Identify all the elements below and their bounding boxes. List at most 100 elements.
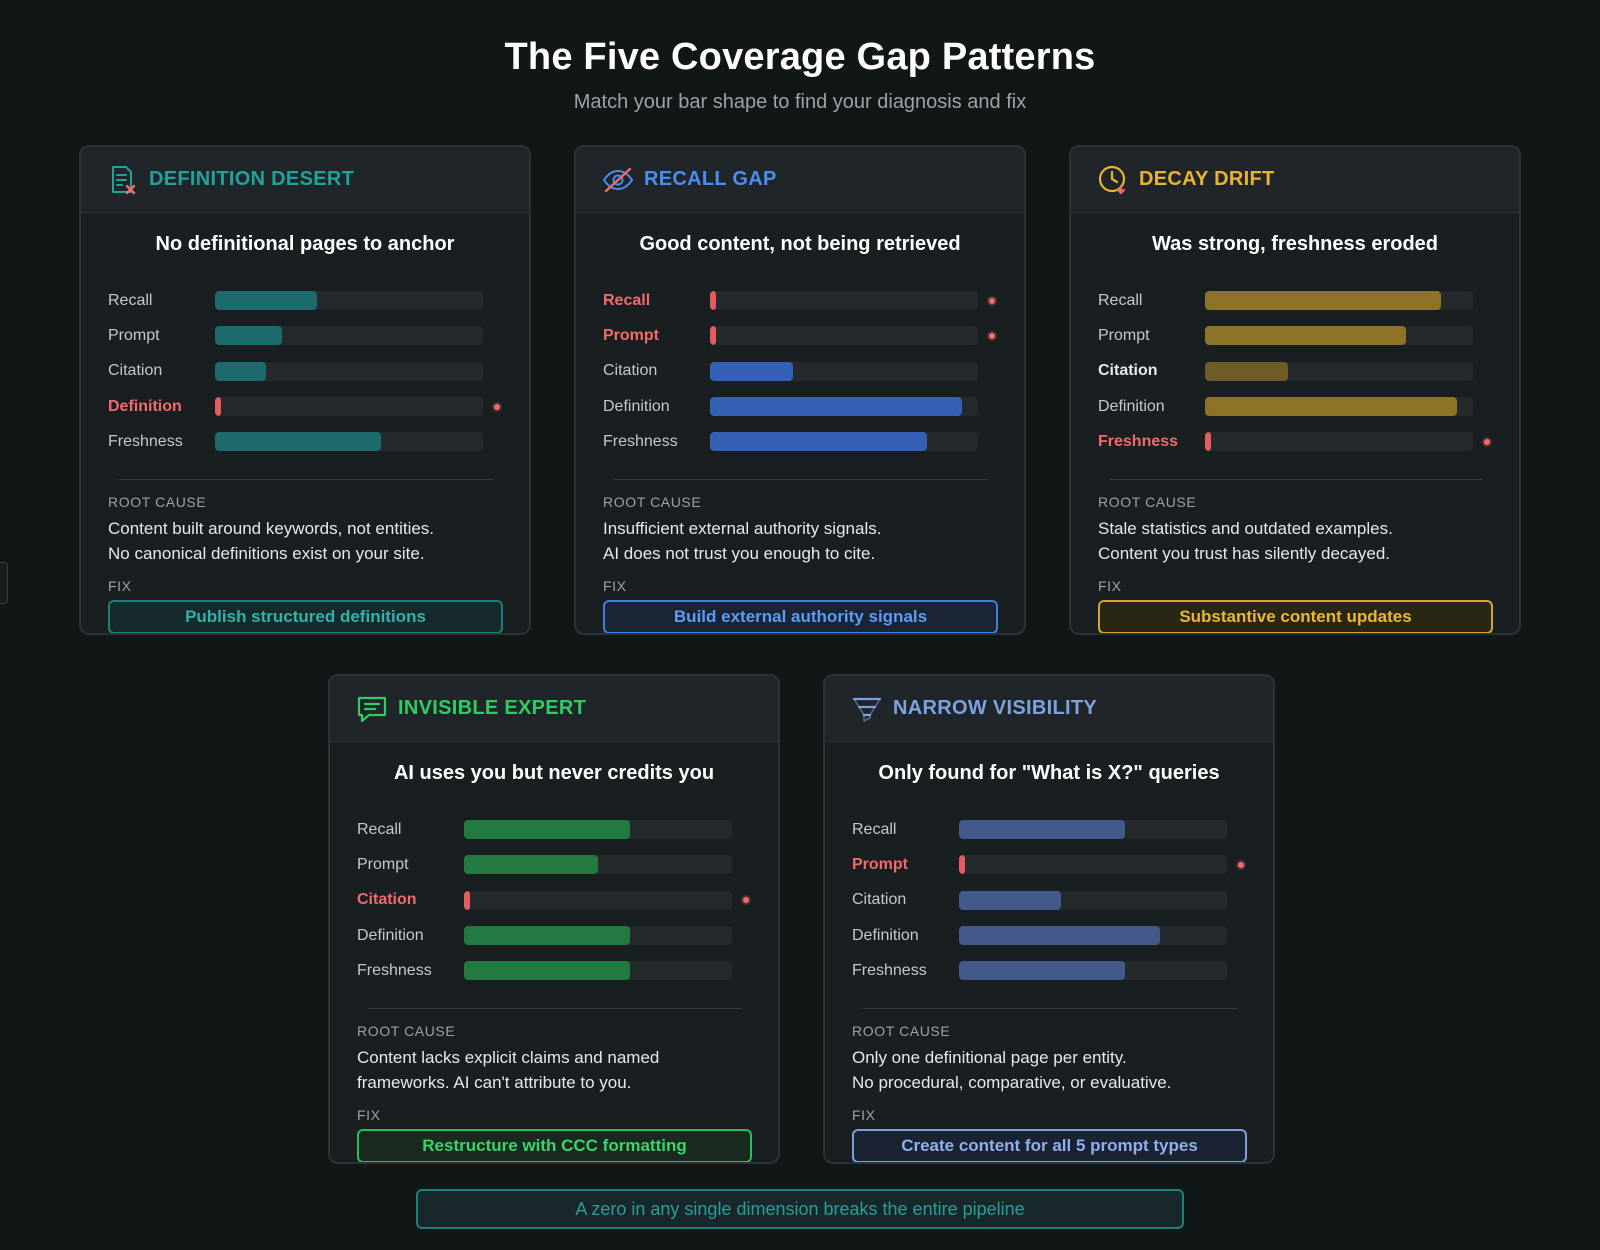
bar-fill (959, 855, 965, 875)
root-cause-line: Content you trust has silently decayed. (1098, 544, 1390, 564)
bar-fill (1205, 326, 1406, 346)
fix-button[interactable]: Create content for all 5 prompt types (852, 1129, 1247, 1162)
zero-indicator-icon (989, 332, 995, 339)
bar-row: Citation (357, 883, 778, 918)
root-cause-text: Insufficient external authority signals.… (576, 516, 1024, 566)
bar-label: Prompt (603, 326, 659, 344)
bar-label: Prompt (108, 326, 160, 344)
bar-track (959, 890, 1227, 910)
bar-label: Definition (108, 397, 182, 415)
fix-text: Restructure with CCC formatting (422, 1136, 687, 1156)
bar-label: Freshness (357, 961, 432, 979)
bar-label: Recall (357, 820, 402, 838)
root-cause-line: Content built around keywords, not entit… (108, 519, 435, 539)
bar-track (464, 961, 732, 981)
card-header: DECAY DRIFT (1071, 147, 1519, 213)
root-cause-line: Only one definitional page per entity. (852, 1048, 1127, 1068)
bar-track (215, 291, 483, 311)
bar-track (464, 855, 732, 875)
root-cause-label: ROOT CAUSE (1098, 494, 1197, 511)
bar-fill (215, 326, 282, 346)
card-headline: Good content, not being retrieved (639, 233, 961, 255)
bar-row: Freshness (1098, 424, 1519, 459)
bar-label: Freshness (1098, 432, 1179, 450)
bar-fill (710, 291, 716, 311)
bar-fill (1205, 397, 1457, 417)
root-cause-text: Content built around keywords, not entit… (81, 516, 529, 566)
fix-label: FIX (852, 1107, 876, 1124)
footer-callout: A zero in any single dimension breaks th… (416, 1189, 1184, 1229)
bar-track (215, 432, 483, 452)
bar-label: Citation (357, 891, 417, 909)
bar-row: Definition (603, 389, 1024, 424)
fix-button[interactable]: Substantive content updates (1098, 600, 1493, 633)
bar-fill (959, 820, 1125, 840)
fix-button[interactable]: Restructure with CCC formatting (357, 1129, 752, 1162)
bar-track (464, 890, 732, 910)
card-title: DEFINITION DESERT (149, 168, 355, 190)
bar-label: Prompt (852, 855, 908, 873)
pattern-card: DEFINITION DESERT No definitional pages … (79, 145, 531, 635)
bar-fill (464, 855, 598, 875)
bar-fill (959, 926, 1160, 946)
bar-row: Prompt (852, 847, 1273, 882)
bar-track (215, 397, 483, 417)
card-header: INVISIBLE EXPERT (330, 676, 778, 742)
root-cause-text: Stale statistics and outdated examples. … (1071, 516, 1519, 566)
bar-row: Recall (357, 812, 778, 847)
bar-track (1205, 432, 1473, 452)
bar-chart: Recall Prompt Citation (825, 812, 1273, 988)
bar-fill (1205, 291, 1441, 311)
card-title: DECAY DRIFT (1139, 168, 1275, 190)
fix-label: FIX (108, 578, 132, 595)
bar-fill (710, 326, 716, 346)
root-cause-label: ROOT CAUSE (603, 494, 702, 511)
root-cause-label: ROOT CAUSE (108, 494, 207, 511)
root-cause-text: Content lacks explicit claims and named … (330, 1045, 778, 1095)
fix-button[interactable]: Build external authority signals (603, 600, 998, 633)
fix-label: FIX (357, 1107, 381, 1124)
fix-text: Create content for all 5 prompt types (901, 1136, 1198, 1156)
bar-track (959, 855, 1227, 875)
bar-row: Definition (357, 918, 778, 953)
bar-row: Freshness (603, 424, 1024, 459)
card-headline: No definitional pages to anchor (155, 233, 455, 255)
bar-track (959, 961, 1227, 981)
bar-label: Prompt (1098, 326, 1150, 344)
bar-row: Prompt (603, 318, 1024, 353)
pattern-card: INVISIBLE EXPERT AI uses you but never c… (328, 674, 780, 1164)
clock-arrow-icon (1097, 164, 1129, 196)
bar-row: Freshness (108, 424, 529, 459)
bar-fill (710, 361, 793, 381)
bar-track (710, 291, 978, 311)
bar-fill (959, 890, 1061, 910)
zero-indicator-icon (989, 297, 995, 304)
bar-label: Definition (357, 926, 424, 944)
bar-label: Prompt (357, 855, 409, 873)
bar-label: Recall (603, 291, 651, 309)
pattern-card: RECALL GAP Good content, not being retri… (574, 145, 1026, 635)
fix-button[interactable]: Publish structured definitions (108, 600, 503, 633)
bar-track (710, 326, 978, 346)
divider (1109, 479, 1483, 481)
bar-row: Recall (852, 812, 1273, 847)
card-headline: AI uses you but never credits you (393, 762, 715, 784)
page-subtitle: Match your bar shape to find your diagno… (573, 91, 1027, 113)
side-panel-handle[interactable] (0, 562, 8, 604)
bar-fill (215, 361, 266, 381)
card-title: INVISIBLE EXPERT (398, 697, 587, 719)
zero-indicator-icon (1238, 861, 1244, 868)
divider (368, 1008, 742, 1010)
card-header: NARROW VISIBILITY (825, 676, 1273, 742)
fix-label: FIX (603, 578, 627, 595)
bar-fill (215, 291, 317, 311)
bar-fill (1205, 432, 1211, 452)
bar-fill (464, 961, 630, 981)
root-cause-line: Stale statistics and outdated examples. (1098, 519, 1393, 539)
bar-chart: Recall Prompt Citation (576, 283, 1024, 459)
card-headline: Only found for "What is X?" queries (878, 762, 1220, 784)
bar-fill (1205, 361, 1288, 381)
pattern-card: DECAY DRIFT Was strong, freshness eroded… (1069, 145, 1521, 635)
zero-indicator-icon (494, 403, 500, 410)
bar-label: Freshness (852, 961, 927, 979)
